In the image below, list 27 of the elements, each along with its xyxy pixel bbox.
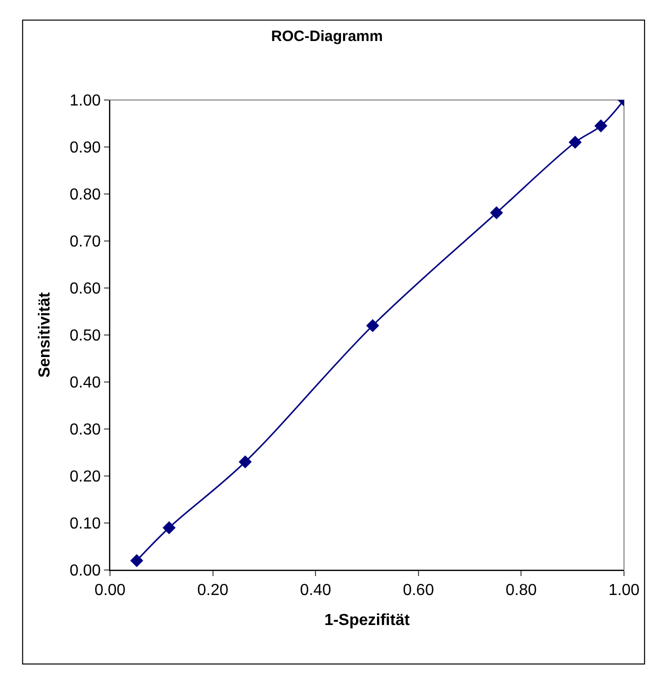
- point: [162, 521, 176, 534]
- point: [568, 136, 582, 149]
- chart-title: ROC-Diagramm: [271, 28, 383, 46]
- x-axis-title: 1-Spezifität: [324, 612, 410, 629]
- y-tick-label: 0.10: [70, 516, 101, 533]
- x-tick-label: 0.80: [506, 582, 537, 600]
- point: [490, 206, 504, 220]
- y-tick-label: 0.90: [70, 140, 101, 157]
- y-tick-label: 0.70: [70, 234, 101, 251]
- x-tick-label: 0.00: [94, 582, 126, 600]
- x-tick-label: 0.20: [197, 582, 228, 600]
- y-axis-title: Sensitivität: [36, 292, 54, 378]
- y-tick-label: 1.00: [70, 92, 101, 110]
- point: [130, 554, 144, 568]
- y-tick-label: 0.40: [70, 374, 101, 392]
- y-tick-label: 0.50: [70, 328, 101, 345]
- y-tick-label: 0.00: [70, 562, 101, 580]
- point: [594, 119, 608, 132]
- x-tick-label: 1.00: [608, 582, 640, 600]
- y-tick-label: 0.60: [70, 280, 101, 298]
- x-tick-label: 0.60: [402, 582, 434, 600]
- y-tick-label: 0.80: [70, 186, 101, 204]
- point: [238, 455, 252, 468]
- x-tick-label: 0.40: [300, 582, 332, 600]
- y-tick-label: 0.20: [70, 468, 101, 486]
- point: [366, 319, 380, 332]
- y-tick-label: 0.30: [70, 422, 101, 439]
